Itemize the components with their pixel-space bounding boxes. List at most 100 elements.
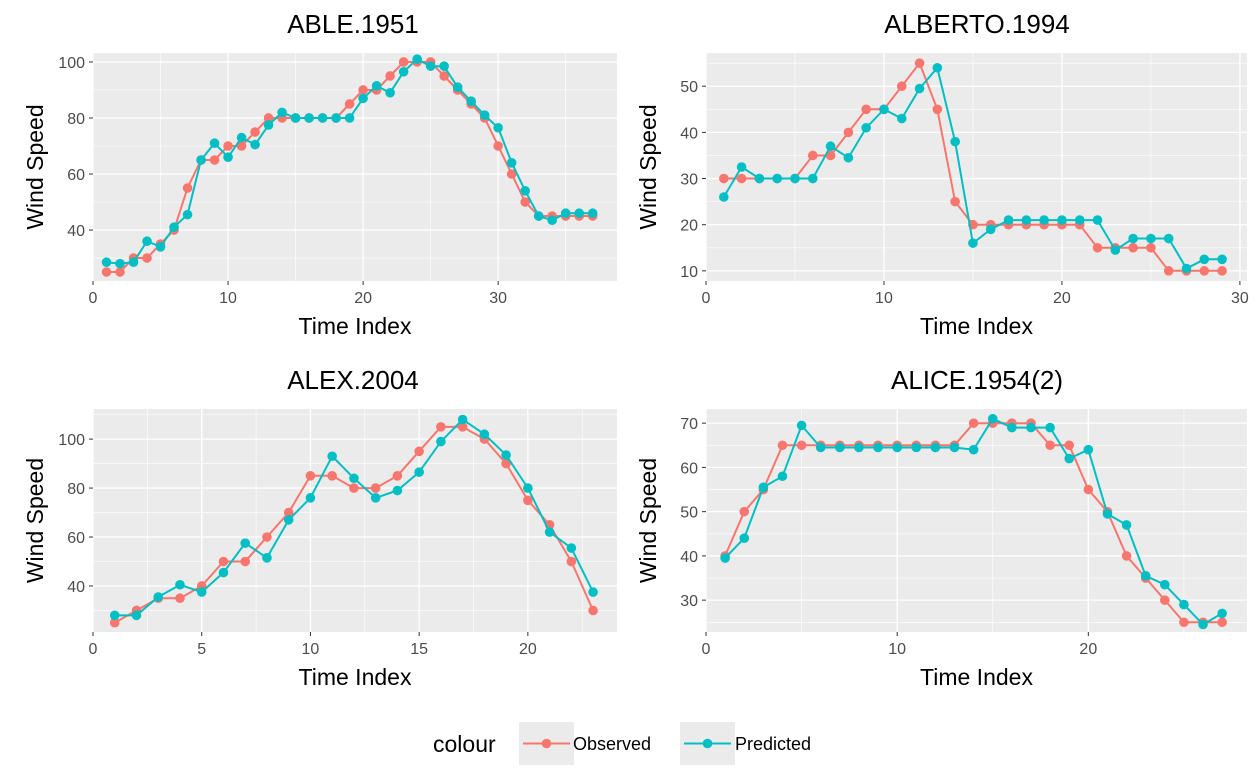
x-tick-label: 20 — [1053, 290, 1071, 307]
y-tick-label: 40 — [680, 125, 698, 142]
observed-point — [1159, 595, 1170, 605]
panel-background — [93, 53, 617, 281]
predicted-point — [1199, 254, 1210, 265]
observed-point — [115, 267, 125, 277]
predicted-point — [1163, 233, 1174, 244]
y-axis-label: Wind Speed — [635, 104, 661, 229]
predicted-point — [327, 451, 337, 462]
predicted-point — [317, 113, 328, 123]
x-tick-label: 0 — [89, 641, 98, 658]
predicted-point — [175, 579, 185, 590]
predicted-point — [196, 587, 207, 597]
observed-point — [182, 183, 193, 193]
predicted-point — [985, 224, 996, 235]
chart-panel-4: 0 10 20 30 40 50 60 70 ALICE.1954(2) Time Index Wi… — [635, 365, 1247, 690]
observed-point — [861, 104, 871, 115]
observed-point — [223, 141, 233, 151]
predicted-point — [547, 215, 557, 226]
predicted-point — [457, 414, 468, 425]
y-tick-label: 60 — [680, 460, 698, 477]
y-tick-label: 80 — [67, 111, 85, 128]
predicted-point — [182, 209, 193, 220]
predicted-point — [588, 587, 598, 597]
predicted-point — [370, 493, 381, 503]
observed-point — [843, 127, 854, 138]
predicted-point — [968, 444, 979, 455]
predicted-point — [385, 87, 395, 98]
predicted-point — [358, 93, 368, 104]
observed-point — [349, 483, 359, 493]
predicted-point — [398, 66, 409, 77]
x-axis-label: Time Index — [299, 313, 412, 339]
observed-point — [807, 150, 818, 161]
legend-item-observed-label: Observed — [573, 734, 651, 754]
predicted-point — [436, 436, 446, 447]
observed-point — [566, 556, 577, 567]
observed-point — [493, 141, 503, 151]
predicted-point — [1159, 579, 1170, 590]
observed-point — [358, 85, 368, 95]
x-tick-label: 10 — [219, 290, 237, 307]
predicted-point — [290, 113, 301, 123]
predicted-point — [1003, 215, 1014, 225]
predicted-point — [466, 96, 476, 106]
predicted-point — [777, 471, 788, 482]
predicted-point — [815, 442, 826, 453]
observed-point — [1146, 242, 1156, 253]
predicted-point — [873, 442, 883, 453]
observed-point — [262, 532, 272, 542]
x-axis-label: Time Index — [920, 313, 1033, 339]
predicted-point — [277, 107, 287, 118]
x-tick-label: 15 — [410, 641, 428, 658]
y-tick-label: 60 — [67, 167, 85, 184]
predicted-point — [911, 442, 922, 453]
predicted-point — [1026, 422, 1036, 433]
y-tick-label: 40 — [67, 223, 85, 240]
observed-point — [209, 155, 220, 165]
predicted-point — [344, 113, 355, 123]
predicted-point — [506, 157, 517, 168]
predicted-point — [739, 533, 750, 543]
observed-point — [1163, 266, 1174, 276]
observed-point — [1064, 440, 1075, 451]
observed-point — [263, 113, 274, 123]
predicted-point — [153, 592, 164, 602]
y-axis-label: Wind Speed — [22, 458, 48, 583]
observed-point — [398, 57, 409, 67]
y-tick-label: 50 — [680, 505, 698, 522]
predicted-point — [968, 238, 978, 248]
observed-point — [950, 196, 960, 207]
y-tick-label: 40 — [680, 549, 698, 566]
y-tick-label: 40 — [67, 579, 85, 596]
predicted-point — [142, 236, 152, 247]
predicted-point — [736, 162, 747, 172]
observed-point — [914, 58, 925, 68]
x-tick-label: 0 — [702, 641, 711, 658]
observed-point — [796, 440, 807, 451]
observed-point — [1179, 617, 1189, 628]
chart-panel-3: 0 5 10 15 20 40 60 80 100 ALEX.2004 Time Index Wind… — [22, 365, 617, 690]
predicted-point — [155, 242, 166, 252]
predicted-point — [115, 258, 125, 269]
observed-point — [718, 173, 729, 184]
observed-point — [240, 556, 250, 567]
x-axis-label: Time Index — [299, 664, 412, 690]
y-tick-label: 50 — [680, 79, 698, 96]
predicted-point — [950, 136, 960, 147]
predicted-point — [790, 173, 800, 184]
observed-point — [392, 471, 403, 481]
predicted-point — [879, 104, 889, 115]
predicted-point — [1110, 245, 1121, 255]
predicted-point — [523, 483, 533, 493]
predicted-point — [479, 110, 490, 120]
predicted-point — [101, 257, 112, 268]
predicted-point — [932, 62, 943, 73]
predicted-point — [754, 173, 765, 184]
predicted-point — [128, 257, 139, 268]
predicted-point — [1128, 233, 1138, 244]
x-axis-label: Time Index — [920, 664, 1033, 690]
predicted-point — [304, 113, 314, 123]
observed-point — [1199, 266, 1210, 276]
predicted-point — [501, 450, 511, 460]
